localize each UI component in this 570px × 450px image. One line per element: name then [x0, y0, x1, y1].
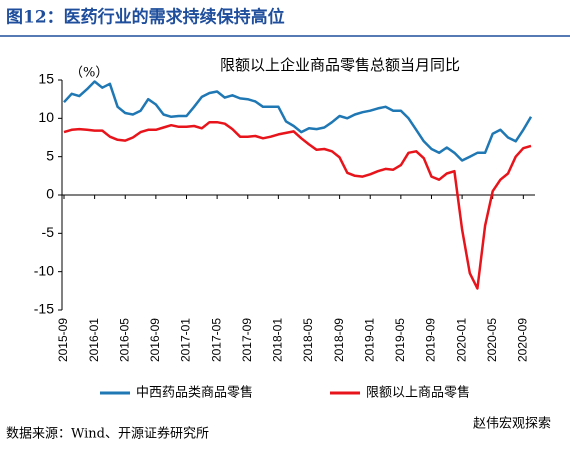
series-line [63, 80, 533, 162]
watermark: 赵伟宏观探索 [473, 417, 551, 432]
y-tick-label: 15 [38, 71, 54, 87]
x-tick-label: 2018-05 [301, 318, 315, 362]
y-axis-unit: （%） [70, 66, 108, 81]
x-tick-label: 2018-01 [271, 318, 285, 362]
x-tick-label: 2016-05 [117, 318, 131, 362]
y-tick-label: 10 [38, 109, 54, 125]
y-tick-label: -15 [34, 301, 54, 317]
legend-label: 限额以上商品零售 [366, 385, 470, 401]
source: 数据来源：Wind、开源证券研究所 [6, 426, 209, 442]
x-tick-label: 2019-09 [424, 318, 438, 362]
y-tick-label: 5 [46, 147, 54, 163]
chart-title: 限额以上企业商品零售总额当月同比 [220, 56, 460, 74]
x-tick-label: 2017-05 [209, 318, 223, 362]
x-tick-label: 2020-09 [516, 318, 530, 362]
legend-label: 中西药品类商品零售 [136, 385, 253, 401]
x-tick-label: 2020-01 [454, 318, 468, 362]
x-tick-label: 2019-01 [362, 318, 376, 362]
x-tick-label: 2018-09 [332, 318, 346, 362]
x-tick-label: 2015-09 [56, 318, 70, 362]
page-title: 图12：医药行业的需求持续保持高位 [6, 7, 285, 28]
x-tick-label: 2016-01 [87, 318, 101, 362]
y-tick-label: -5 [42, 224, 55, 240]
y-tick-label: 0 [46, 186, 54, 202]
series-line [63, 120, 532, 290]
x-tick-label: 2019-05 [393, 318, 407, 362]
x-tick-label: 2016-09 [148, 318, 162, 362]
y-tick-label: -10 [34, 262, 54, 278]
x-tick-label: 2017-01 [179, 318, 193, 362]
x-tick-label: 2017-09 [240, 318, 254, 362]
x-tick-label: 2020-05 [485, 318, 499, 362]
